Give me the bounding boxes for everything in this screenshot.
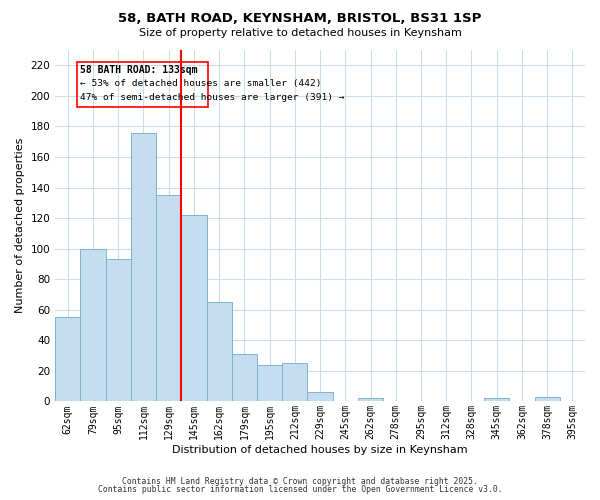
X-axis label: Distribution of detached houses by size in Keynsham: Distribution of detached houses by size … [172, 445, 468, 455]
Text: Contains HM Land Registry data © Crown copyright and database right 2025.: Contains HM Land Registry data © Crown c… [122, 477, 478, 486]
Bar [80, 248, 106, 402]
Bar [358, 398, 383, 402]
Bar [181, 215, 206, 402]
Bar [232, 354, 257, 402]
Text: 58 BATH ROAD: 133sqm: 58 BATH ROAD: 133sqm [80, 64, 197, 74]
Y-axis label: Number of detached properties: Number of detached properties [15, 138, 25, 314]
Bar [282, 363, 307, 402]
Text: Size of property relative to detached houses in Keynsham: Size of property relative to detached ho… [139, 28, 461, 38]
Bar [156, 195, 181, 402]
Text: 58, BATH ROAD, KEYNSHAM, BRISTOL, BS31 1SP: 58, BATH ROAD, KEYNSHAM, BRISTOL, BS31 1… [118, 12, 482, 26]
Text: ← 53% of detached houses are smaller (442): ← 53% of detached houses are smaller (44… [80, 79, 321, 88]
Bar [106, 260, 131, 402]
Bar [257, 364, 282, 402]
Bar [55, 318, 80, 402]
Text: Contains public sector information licensed under the Open Government Licence v3: Contains public sector information licen… [98, 485, 502, 494]
Bar [206, 302, 232, 402]
Bar [131, 132, 156, 402]
Text: 47% of semi-detached houses are larger (391) →: 47% of semi-detached houses are larger (… [80, 93, 344, 102]
Bar [307, 392, 332, 402]
Bar [535, 397, 560, 402]
Bar [484, 398, 509, 402]
